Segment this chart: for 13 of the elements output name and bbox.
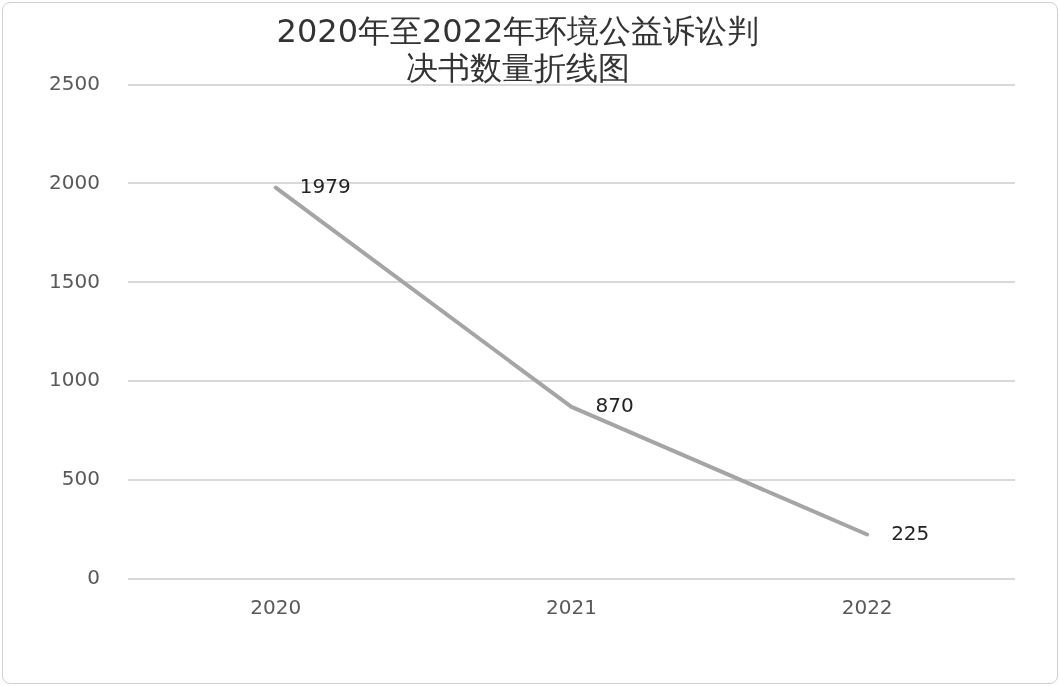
x-tick-label: 2022 <box>841 595 893 620</box>
y-tick-label: 2000 <box>48 169 100 194</box>
y-tick-label: 1000 <box>48 367 100 392</box>
y-tick-label: 1500 <box>48 268 100 293</box>
data-label: 1979 <box>299 173 351 198</box>
x-tick-label: 2020 <box>250 595 302 620</box>
data-label: 225 <box>891 520 930 545</box>
y-tick-label: 500 <box>61 466 100 491</box>
chart-title: 2020年至2022年环境公益诉讼判决书数量折线图 <box>276 11 760 87</box>
x-tick-label: 2021 <box>546 595 597 620</box>
y-tick-label: 0 <box>87 565 100 590</box>
y-tick-label: 2500 <box>48 70 100 95</box>
data-label: 870 <box>595 393 634 418</box>
